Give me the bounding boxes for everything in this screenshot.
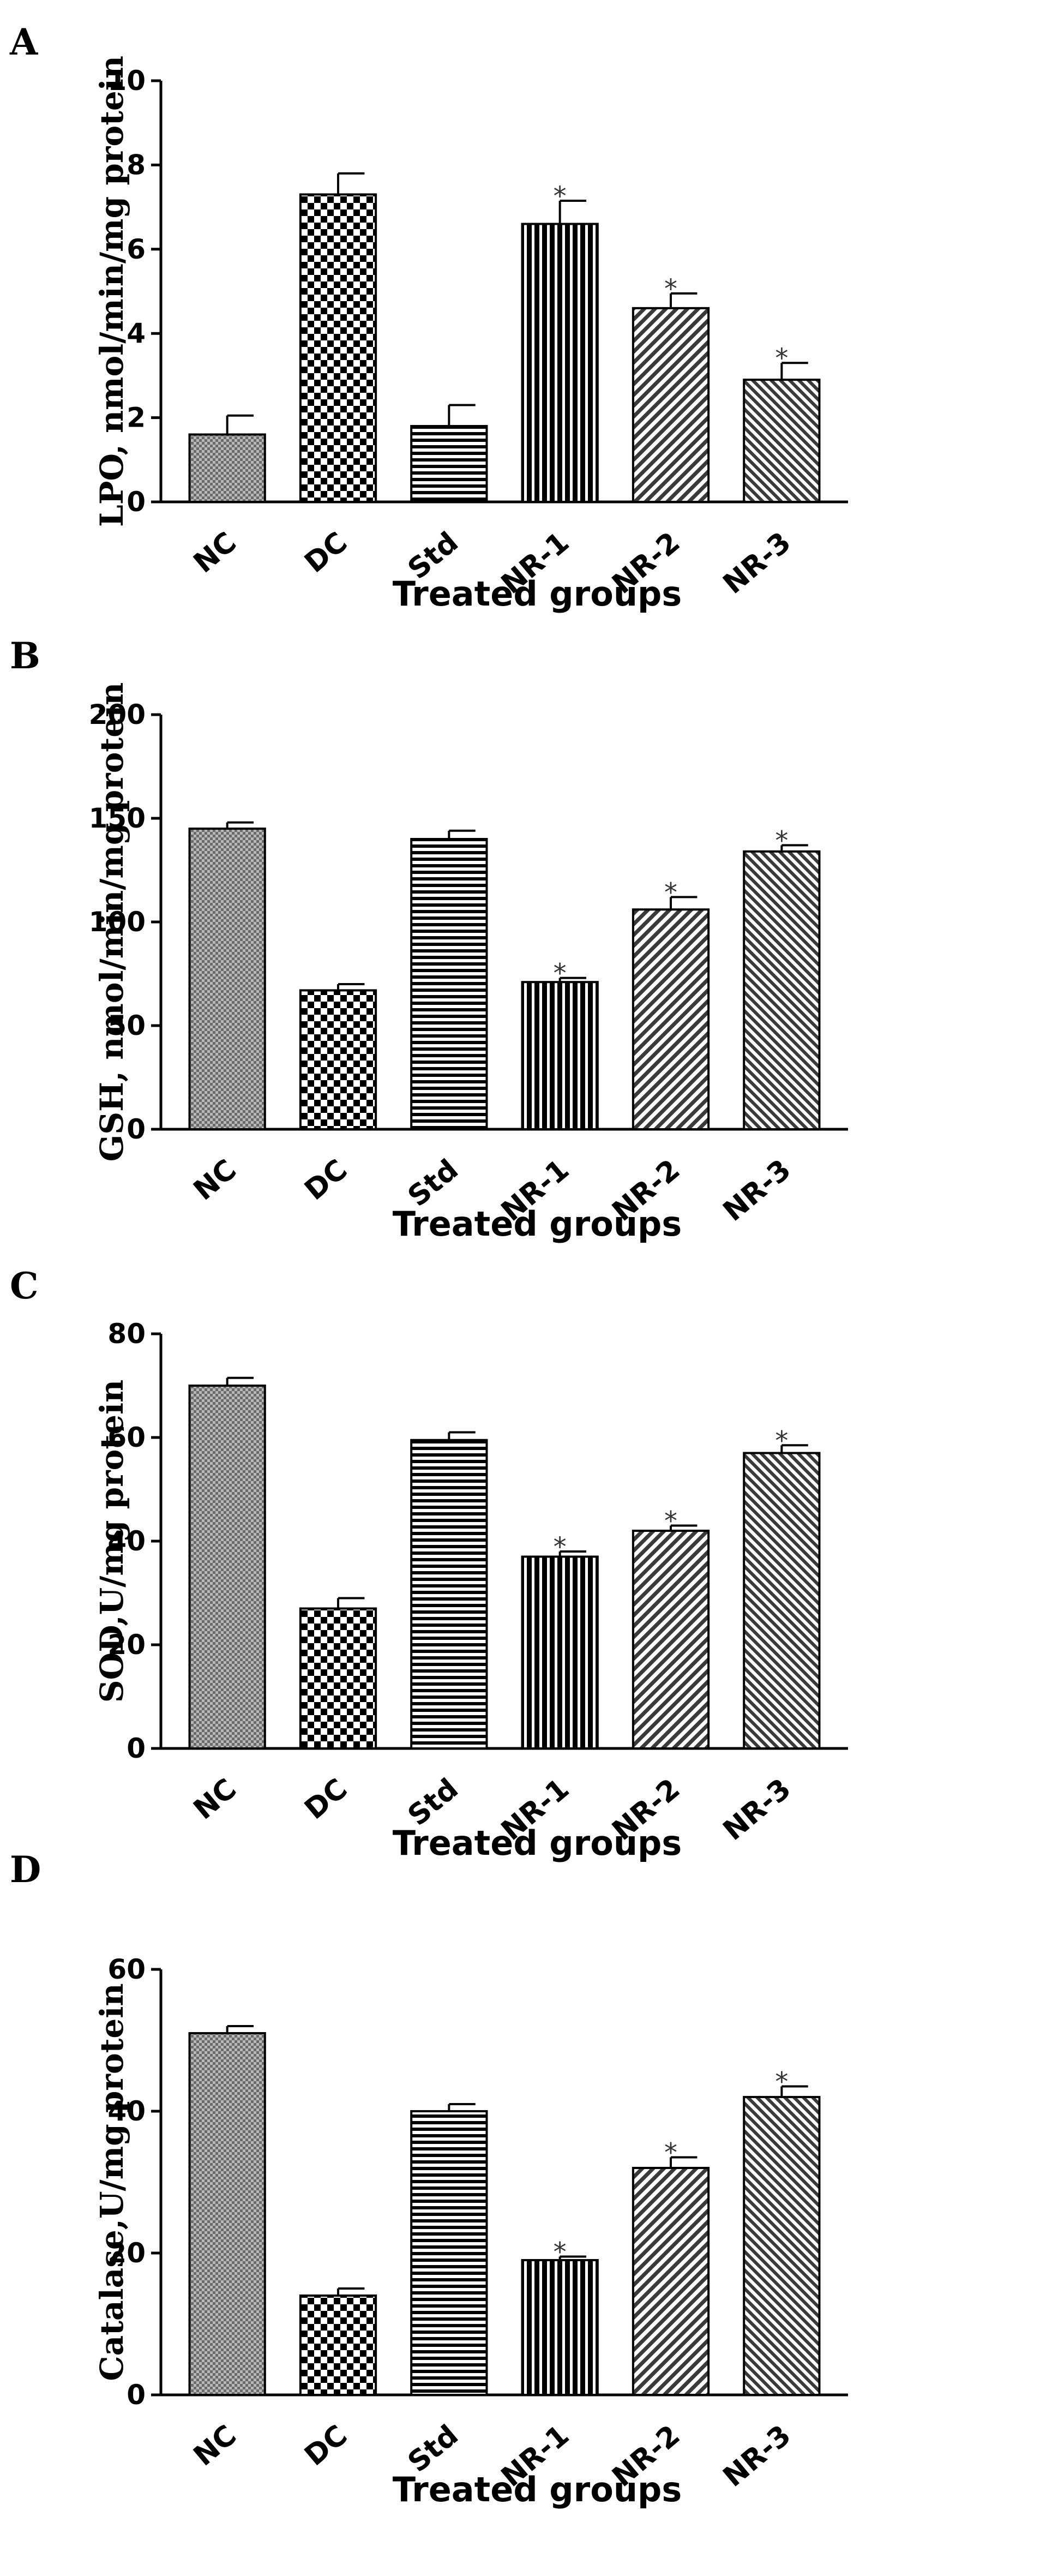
bar-nr-3 [743,1452,821,1750]
y-tick-label: 20 [107,2237,146,2269]
significance-star: * [775,1425,788,1456]
bar-nr-3 [743,2096,821,2396]
x-axis-label: Treated groups [393,1823,682,1863]
significance-star: * [775,343,788,374]
y-tick-label: 0 [127,1113,146,1145]
y-tick-label: 20 [107,1629,146,1661]
bar-nc [188,2032,266,2396]
bar-nc [188,828,266,1130]
x-tick-label: NR-3 [717,2419,797,2494]
y-tick-label: 0 [127,1733,146,1764]
bar-dc [299,989,377,1131]
bar-std [410,425,488,503]
bar-std [410,2110,488,2396]
bar-nr-2 [632,2167,710,2396]
y-tick-label: 40 [107,1525,146,1557]
y-tick-label: 0 [127,2379,146,2411]
y-tick-label: 80 [107,1318,146,1350]
significance-star: * [664,274,677,304]
y-tick-label: 100 [89,906,146,938]
bar-nr-2 [632,307,710,503]
y-tick-label: 60 [107,1422,146,1453]
x-tick-label: NC [188,1153,243,1207]
y-tick-label: 8 [127,149,146,181]
x-tick-label: NR-3 [717,1153,797,1228]
significance-star: * [664,1506,677,1537]
significance-star: * [554,2237,567,2268]
y-axis-label: Catalase,U/mg protein [93,1983,130,2381]
y-axis-label: GSH, nmol/min/mg protein [93,682,130,1162]
bar-nr-1 [521,1555,599,1750]
bar-std [410,1439,488,1750]
significance-star: * [554,181,567,212]
y-tick-label: 40 [107,2095,146,2127]
bar-nr-1 [521,2259,599,2396]
x-tick-label: NC [188,1772,243,1826]
x-tick-label: DC [298,1153,353,1207]
bar-nc [188,1385,266,1750]
bar-nr-2 [632,1530,710,1750]
y-axis-label: LPO, nmol/min/mg protein [93,56,130,527]
y-tick-label: 150 [89,802,146,834]
significance-star: * [664,877,677,908]
significance-star: * [775,2067,788,2098]
x-axis-label: Treated groups [393,574,682,614]
significance-star: * [554,958,567,989]
y-tick-label: 6 [127,233,146,265]
x-tick-label: NC [188,526,243,579]
x-axis-label: Treated groups [393,1204,682,1244]
bar-nr-1 [521,981,599,1130]
y-tick-label: 0 [127,486,146,518]
bar-dc [299,2295,377,2396]
x-tick-label: DC [298,2419,353,2472]
bar-dc [299,1607,377,1750]
x-tick-label: DC [298,526,353,579]
bar-nr-1 [521,223,599,503]
bar-dc [299,193,377,503]
y-tick-label: 50 [107,1010,146,1041]
panel-letter: D [10,1848,41,1891]
x-tick-label: NR-3 [717,526,797,601]
x-tick-label: NC [188,2419,243,2472]
bar-nr-2 [632,908,710,1130]
y-tick-label: 60 [107,1954,146,1985]
y-axis-label: SOD,U/mg protein [93,1380,130,1703]
y-tick-label: 200 [89,699,146,730]
panel-letter: B [10,634,40,677]
panel-letter: C [10,1265,39,1307]
x-tick-label: DC [298,1772,353,1826]
panel-letter: A [9,21,38,63]
bar-nr-3 [743,379,821,503]
bar-std [410,838,488,1130]
x-tick-label: NR-3 [717,1772,797,1847]
significance-star: * [554,1532,567,1562]
x-axis-label: Treated groups [393,2470,682,2509]
y-tick-label: 2 [127,402,146,434]
bar-nc [188,433,266,503]
significance-star: * [775,825,788,856]
y-tick-label: 10 [107,65,146,97]
bar-nr-3 [743,850,821,1131]
y-tick-label: 4 [127,317,146,349]
significance-star: * [664,2138,677,2168]
